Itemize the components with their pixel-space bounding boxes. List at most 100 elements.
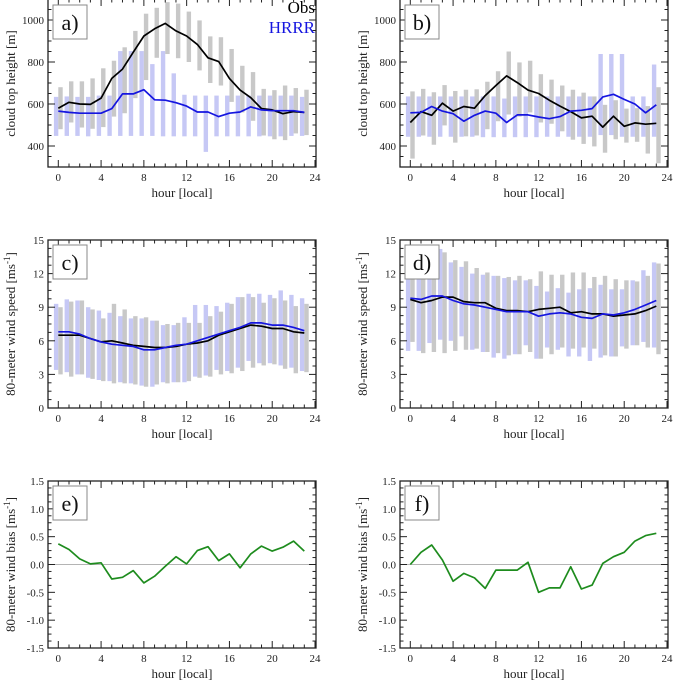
obs-range-bar <box>485 272 490 352</box>
obs-range-bar <box>122 309 127 384</box>
y-tick-label: 0 <box>39 403 45 415</box>
plot-area <box>48 540 316 584</box>
obs-range-bar <box>133 316 138 385</box>
panel-e: 0 4 8 12 16 20 24 -1.5 -1.0 -0.5 0.0 0.5 1.0 1.5 hour … <box>2 476 321 681</box>
obs-range-bar <box>656 263 661 355</box>
y-tick-label: 6 <box>391 336 397 348</box>
obs-range-bar <box>410 275 415 342</box>
x-tick-label: 20 <box>619 653 631 665</box>
obs-range-bar <box>175 3 181 59</box>
x-tick-label: 4 <box>450 172 456 184</box>
x-tick-label: 16 <box>224 172 236 184</box>
bias-line <box>409 532 657 594</box>
hrrr-range-bar <box>289 95 294 136</box>
y-tick-label: 0.5 <box>382 532 396 544</box>
x-tick-label: 20 <box>267 172 279 184</box>
x-tick-label: 4 <box>98 172 104 184</box>
obs-range-bar <box>474 268 479 349</box>
x-tick-label: 0 <box>56 413 62 425</box>
hrrr-range-bar <box>182 94 187 137</box>
hrrr-range-bar <box>171 73 176 137</box>
x-tick-label: 20 <box>267 653 279 665</box>
obs-range-bar <box>261 88 266 136</box>
obs-range-bar <box>570 272 576 349</box>
hrrr-range-bar <box>160 325 166 383</box>
x-axis-label: hour [local] <box>151 426 212 441</box>
panel-label-box <box>404 485 440 521</box>
obs-range-bar <box>431 269 437 352</box>
hrrr-line <box>410 295 657 320</box>
hrrr-range-bar <box>598 54 603 136</box>
y-tick-label: 1.0 <box>30 504 44 516</box>
obs-range-bar <box>570 89 576 140</box>
y-tick-label: -0.5 <box>379 587 397 599</box>
obs-range-bar <box>517 275 522 355</box>
plot-area <box>405 248 661 361</box>
x-tick-label: 4 <box>450 653 456 665</box>
obs-range-bar <box>538 74 544 123</box>
plot-area <box>53 2 309 152</box>
panel-label-box <box>52 4 88 40</box>
y-tick-label: 600 <box>380 99 397 111</box>
obs-range-bar <box>293 306 299 374</box>
obs-range-bar <box>613 279 618 357</box>
hrrr-range-bar <box>150 64 155 136</box>
hrrr-range-bar <box>416 96 421 137</box>
y-tick-label: 1000 <box>374 15 397 27</box>
hrrr-range-bar <box>405 275 411 351</box>
obs-range-bar <box>79 300 85 375</box>
panel-label: e) <box>61 491 78 516</box>
obs-line <box>410 296 657 318</box>
obs-range-bar <box>229 48 234 102</box>
obs-range-bar <box>90 309 95 379</box>
y-tick-label: 15 <box>385 235 397 247</box>
obs-line <box>57 22 305 115</box>
obs-range-bar <box>634 108 640 142</box>
hrrr-range-bar <box>182 317 187 383</box>
x-tick-label: 16 <box>576 653 588 665</box>
y-tick-label: 1.5 <box>382 476 396 488</box>
panel-label-box <box>52 485 88 521</box>
panel-label-box <box>404 244 440 280</box>
hrrr-range-bar <box>257 95 262 137</box>
obs-range-bar <box>143 13 149 81</box>
obs-range-bar <box>453 260 458 351</box>
y-tick-label: 0 <box>391 403 397 415</box>
y-tick-label: -1.5 <box>27 643 45 655</box>
y-tick-label: 3 <box>39 369 45 381</box>
obs-range-bar <box>250 72 256 121</box>
hrrr-range-bar <box>566 292 571 357</box>
hrrr-range-bar <box>118 316 123 383</box>
obs-range-bar <box>656 87 661 164</box>
obs-range-bar <box>453 90 458 143</box>
y-tick-label: 15 <box>33 235 45 247</box>
hrrr-line <box>58 88 305 118</box>
x-tick-label: 24 <box>310 172 322 184</box>
hrrr-range-bar <box>566 96 571 137</box>
plot-area <box>405 51 661 164</box>
obs-range-bar <box>272 90 277 140</box>
y-tick-label: 9 <box>39 302 45 314</box>
x-tick-label: 24 <box>662 413 674 425</box>
obs-range-bar <box>463 261 469 350</box>
x-tick-label: 16 <box>224 653 236 665</box>
plot-area <box>400 532 668 594</box>
obs-range-bar <box>645 106 651 154</box>
obs-range-bar <box>165 324 170 384</box>
x-tick-label: 16 <box>576 413 588 425</box>
panel-label: d) <box>413 250 431 275</box>
y-axis-label: 80-meter wind bias [ms-1] <box>2 497 18 632</box>
x-axis-label: hour [local] <box>503 666 564 681</box>
x-tick-label: 20 <box>619 413 631 425</box>
y-tick-label: 400 <box>380 141 397 153</box>
obs-range-bar <box>560 274 565 348</box>
obs-range-bar <box>304 303 309 373</box>
obs-range-bar <box>527 279 533 352</box>
x-tick-label: 8 <box>141 413 147 425</box>
x-tick-label: 24 <box>662 172 674 184</box>
hrrr-range-bar <box>85 96 91 137</box>
y-tick-label: 9 <box>391 302 397 314</box>
obs-range-bar <box>506 276 511 356</box>
x-tick-label: 0 <box>56 172 62 184</box>
